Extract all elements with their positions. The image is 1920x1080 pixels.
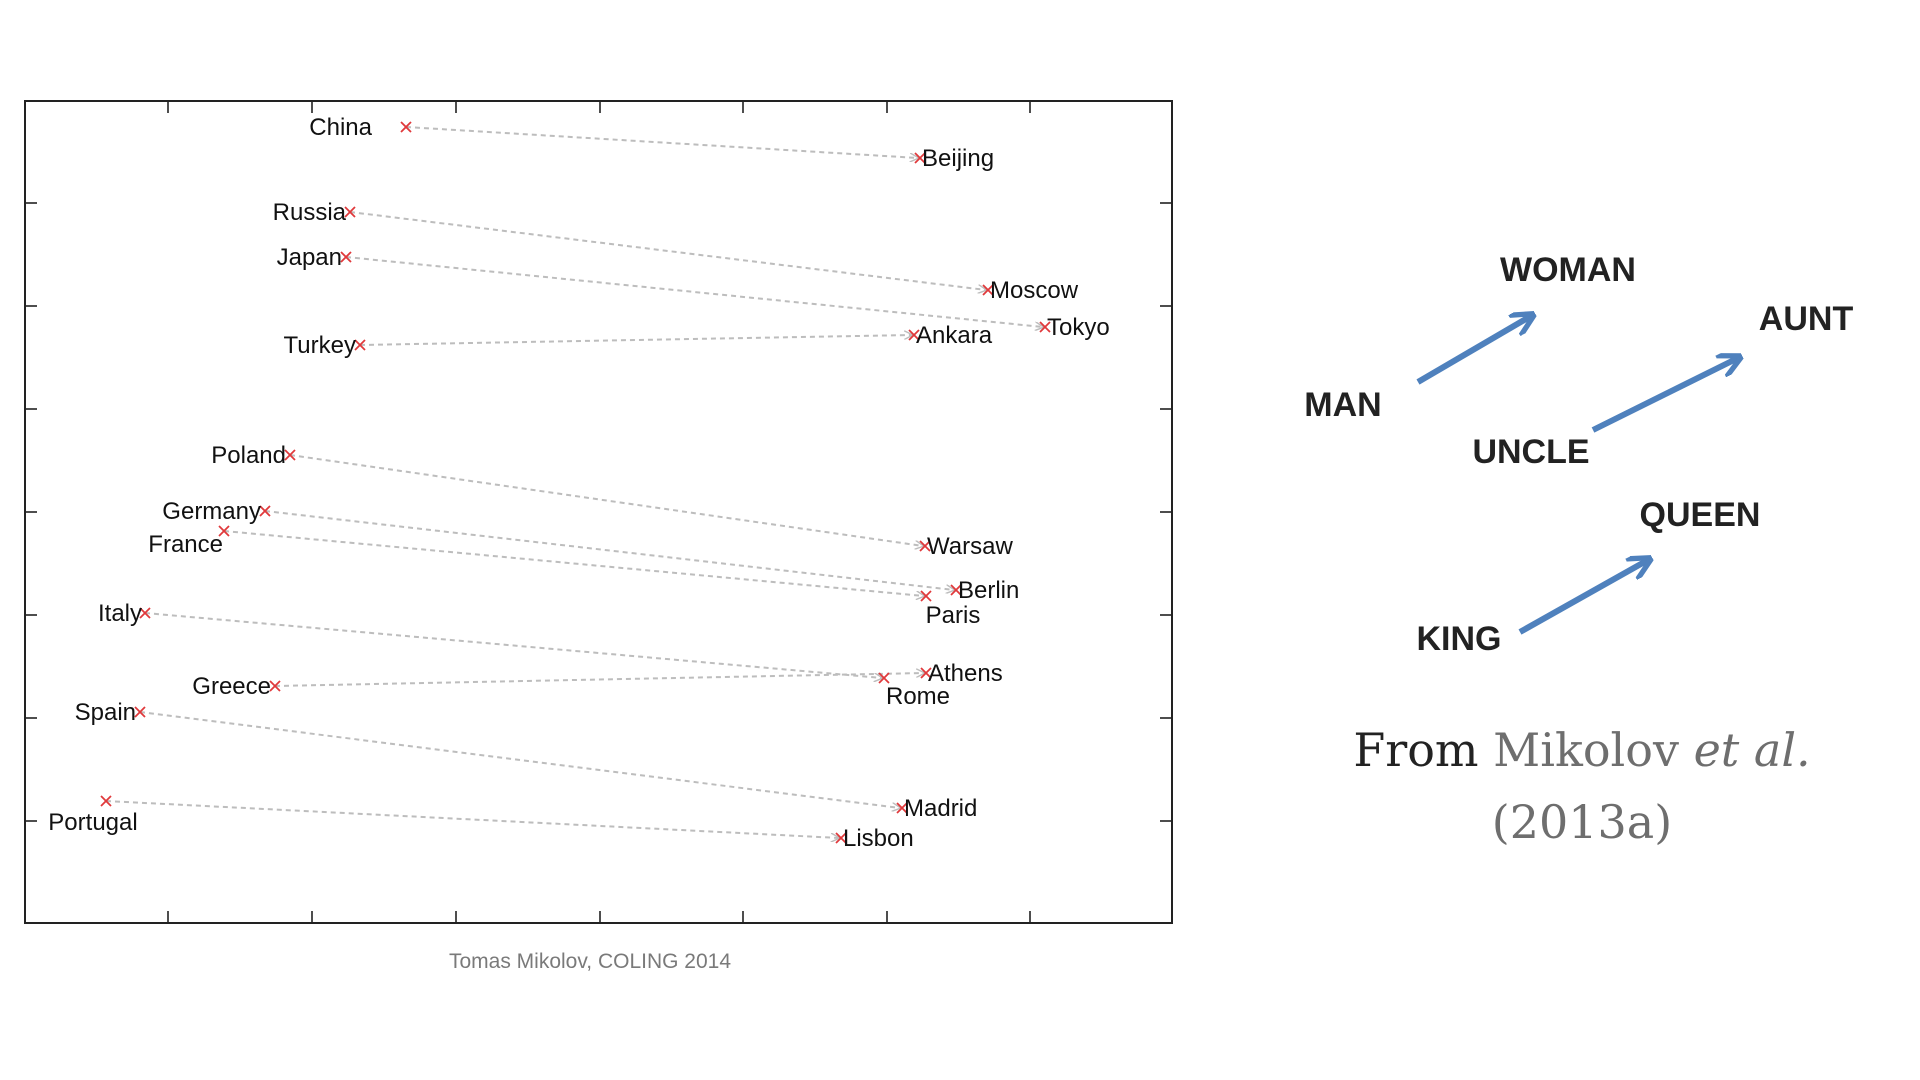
arrow-portugal-to-lisbon — [105, 800, 839, 838]
arrow-russia-to-moscow — [349, 211, 986, 290]
arrow-japan-to-tokyo — [345, 256, 1043, 327]
capital-label-lisbon: Lisbon — [843, 825, 914, 852]
capital-marker-ankara — [908, 329, 920, 341]
country-marker-germany — [259, 505, 271, 517]
country-marker-greece — [269, 680, 281, 692]
analogy-word-aunt: AUNT — [1759, 300, 1854, 338]
country-capital-plot: China Beijing Russia Moscow Japan Tokyo Turkey… — [24, 100, 1173, 924]
plot-arrows — [105, 126, 1043, 838]
country-marker-russia — [344, 206, 356, 218]
capital-label-beijing: Beijing — [922, 145, 994, 172]
source-caption-line-1: From Mikolov et al. — [1353, 723, 1810, 777]
country-marker-turkey — [354, 339, 366, 351]
capital-label-paris: Paris — [926, 602, 981, 629]
capital-label-athens: Athens — [928, 660, 1003, 687]
capital-marker-madrid — [896, 802, 908, 814]
country-label-greece: Greece — [192, 673, 271, 700]
analogy-arrows — [1416, 316, 1738, 635]
country-marker-france — [218, 525, 230, 537]
capital-label-berlin: Berlin — [958, 577, 1019, 604]
capital-marker-beijing — [914, 152, 926, 164]
country-label-italy: Italy — [98, 600, 142, 627]
country-marker-china — [400, 121, 412, 133]
analogy-word-uncle: UNCLE — [1472, 433, 1589, 471]
country-label-france: France — [148, 531, 223, 558]
capital-marker-berlin — [950, 584, 962, 596]
analogy-arrow-man-to-woman — [1416, 316, 1531, 385]
analogy-word-queen: QUEEN — [1640, 496, 1761, 534]
capital-label-madrid: Madrid — [904, 795, 977, 822]
country-marker-italy — [139, 607, 151, 619]
country-label-portugal: Portugal — [48, 809, 137, 836]
arrow-greece-to-athens — [274, 673, 924, 687]
country-label-japan: Japan — [277, 244, 342, 271]
country-marker-japan — [340, 251, 352, 263]
arrow-germany-to-berlin — [264, 510, 954, 590]
country-label-spain: Spain — [75, 699, 136, 726]
caption-etal: et al. — [1694, 723, 1811, 777]
capital-label-rome: Rome — [886, 683, 950, 710]
analogy-arrow-king-to-queen — [1518, 560, 1648, 635]
country-label-russia: Russia — [273, 199, 347, 226]
country-marker-spain — [134, 706, 146, 718]
analogy-word-man: MAN — [1304, 386, 1381, 424]
analogy-word-woman: WOMAN — [1500, 251, 1636, 289]
capital-marker-athens — [920, 667, 932, 679]
source-caption-line-2: (2013a) — [1492, 795, 1672, 849]
plot-markers — [100, 121, 1051, 844]
country-label-china: China — [309, 114, 372, 141]
plot-credit: Tomas Mikolov, COLING 2014 — [449, 950, 731, 973]
country-label-poland: Poland — [211, 442, 286, 469]
analogy-diagram: MAN WOMAN UNCLE AUNT KING QUEEN — [1304, 251, 1853, 658]
country-marker-poland — [284, 449, 296, 461]
country-marker-portugal — [100, 795, 112, 807]
capital-label-moscow: Moscow — [990, 277, 1079, 304]
capital-marker-warsaw — [919, 540, 931, 552]
capital-label-warsaw: Warsaw — [927, 533, 1013, 560]
capital-marker-lisbon — [835, 832, 847, 844]
capital-marker-moscow — [982, 284, 994, 296]
capital-marker-paris — [920, 590, 932, 602]
arrow-china-to-beijing — [405, 126, 918, 158]
capital-marker-rome — [878, 672, 890, 684]
caption-prefix: From — [1353, 723, 1478, 777]
arrow-turkey-to-ankara — [359, 335, 912, 346]
capital-label-tokyo: Tokyo — [1047, 314, 1110, 341]
analogy-arrow-uncle-to-aunt — [1591, 358, 1738, 433]
country-label-germany: Germany — [162, 498, 261, 525]
analogy-words: MAN WOMAN UNCLE AUNT KING QUEEN — [1304, 251, 1853, 658]
capital-label-ankara: Ankara — [916, 322, 993, 349]
plot-ticks — [25, 101, 1172, 923]
capital-marker-tokyo — [1039, 321, 1051, 333]
caption-author: Mikolov — [1493, 723, 1679, 777]
arrow-italy-to-rome — [144, 612, 882, 678]
arrow-poland-to-warsaw — [289, 454, 923, 546]
arrow-spain-to-madrid — [139, 711, 900, 808]
country-label-turkey: Turkey — [284, 332, 356, 359]
arrow-france-to-paris — [223, 530, 924, 596]
analogy-word-king: KING — [1417, 620, 1502, 658]
plot-labels: China Beijing Russia Moscow Japan Tokyo Turkey… — [48, 114, 1109, 852]
